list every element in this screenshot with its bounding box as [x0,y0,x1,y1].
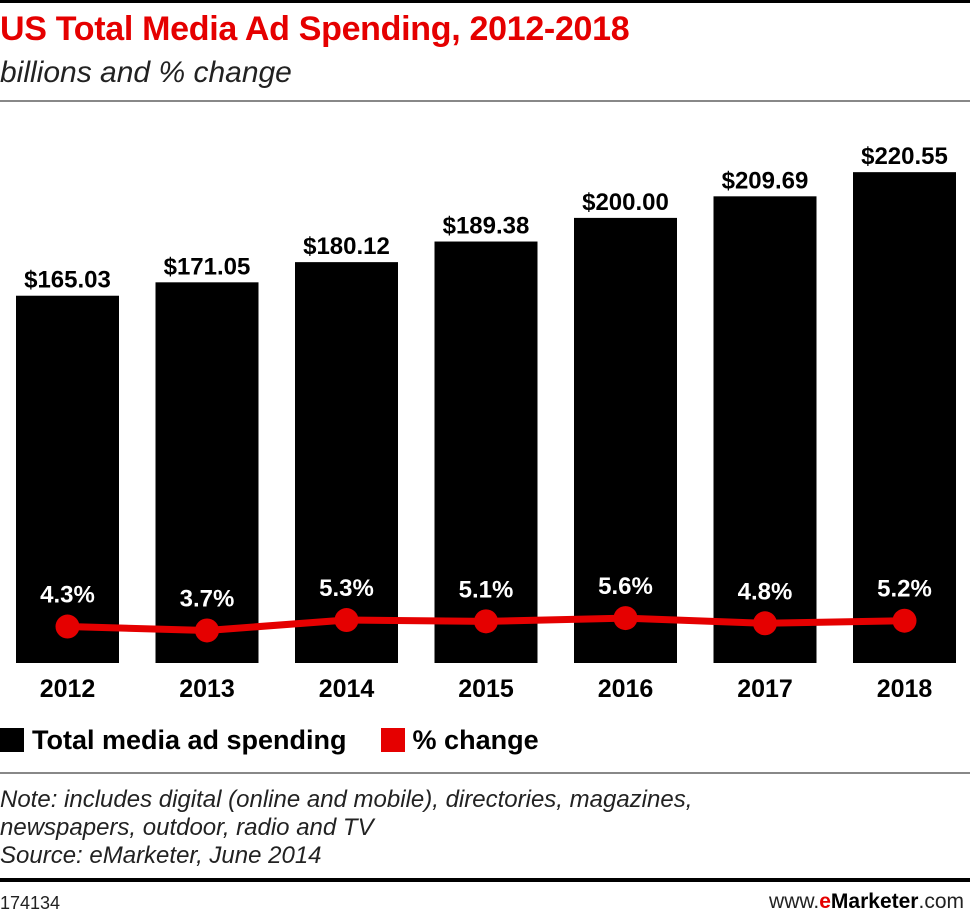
bar-value-label-2017: $209.69 [722,167,809,194]
brand-name: Marketer [830,890,919,913]
pct-point-2012 [55,614,80,639]
legend-divider [0,772,970,774]
top-rule [0,0,970,3]
legend-swatch-line [380,728,405,752]
bar-line-chart: $165.03 2012 $171.05 2013 $180.12 2014 $189.38… [16,143,956,703]
legend-label-bar: Total media ad spending [32,724,347,755]
pct-point-2017 [753,611,777,636]
header-divider [0,100,970,102]
bar-2012 [16,295,119,663]
legend-label-line: % change [412,724,539,755]
bar-2016 [574,217,677,663]
brand-e: e [819,890,831,913]
x-tick-label-2015: 2015 [458,675,514,703]
pct-label-2013: 3.7% [180,585,235,612]
pct-label-2017: 4.8% [738,578,793,605]
pct-point-2016 [613,606,638,631]
bar-2018 [853,172,956,663]
legend: Total media ad spending % change [0,722,539,758]
x-tick-label-2018: 2018 [877,675,933,703]
pct-label-2015: 5.1% [459,576,514,603]
bar-value-label-2018: $220.55 [861,143,948,170]
footer-rule [0,878,970,882]
bar-value-label-2014: $180.12 [303,233,390,260]
chart-subtitle: billions and % change [0,56,292,89]
x-tick-label-2012: 2012 [40,675,96,703]
pct-label-2012: 4.3% [40,582,95,609]
bar-value-label-2013: $171.05 [164,253,251,280]
bar-2017 [713,196,817,663]
pct-point-2013 [195,618,219,643]
brand-prefix: www. [769,890,820,913]
chart-id: 174134 [0,893,61,913]
bar-value-label-2016: $200.00 [582,189,669,216]
x-tick-label-2016: 2016 [598,675,654,703]
brand-suffix: .com [918,890,964,913]
bar-2015 [434,241,538,664]
bar-value-label-2012: $165.03 [24,267,111,294]
bar-2013 [155,282,259,663]
pct-point-2015 [474,609,498,634]
bar-value-label-2015: $189.38 [443,213,530,240]
notes: Note: includes digital (online and mobil… [0,786,692,870]
note-line-2: newspapers, outdoor, radio and TV [0,814,374,841]
pct-point-2018 [892,608,917,633]
pct-label-2016: 5.6% [598,573,653,600]
pct-label-2018: 5.2% [877,576,932,603]
pct-point-2014 [334,608,359,633]
bar-2014 [295,262,398,663]
source-line: Source: eMarketer, June 2014 [0,842,322,869]
x-tick-label-2013: 2013 [179,675,235,703]
note-line-1: Note: includes digital (online and mobil… [0,786,693,813]
x-tick-label-2014: 2014 [319,675,375,703]
pct-label-2014: 5.3% [319,575,374,602]
x-tick-label-2017: 2017 [737,675,793,703]
legend-swatch-bar [0,728,24,752]
brand-logo: www.eMarketer.com [769,890,964,914]
chart-title: US Total Media Ad Spending, 2012-2018 [0,10,630,48]
